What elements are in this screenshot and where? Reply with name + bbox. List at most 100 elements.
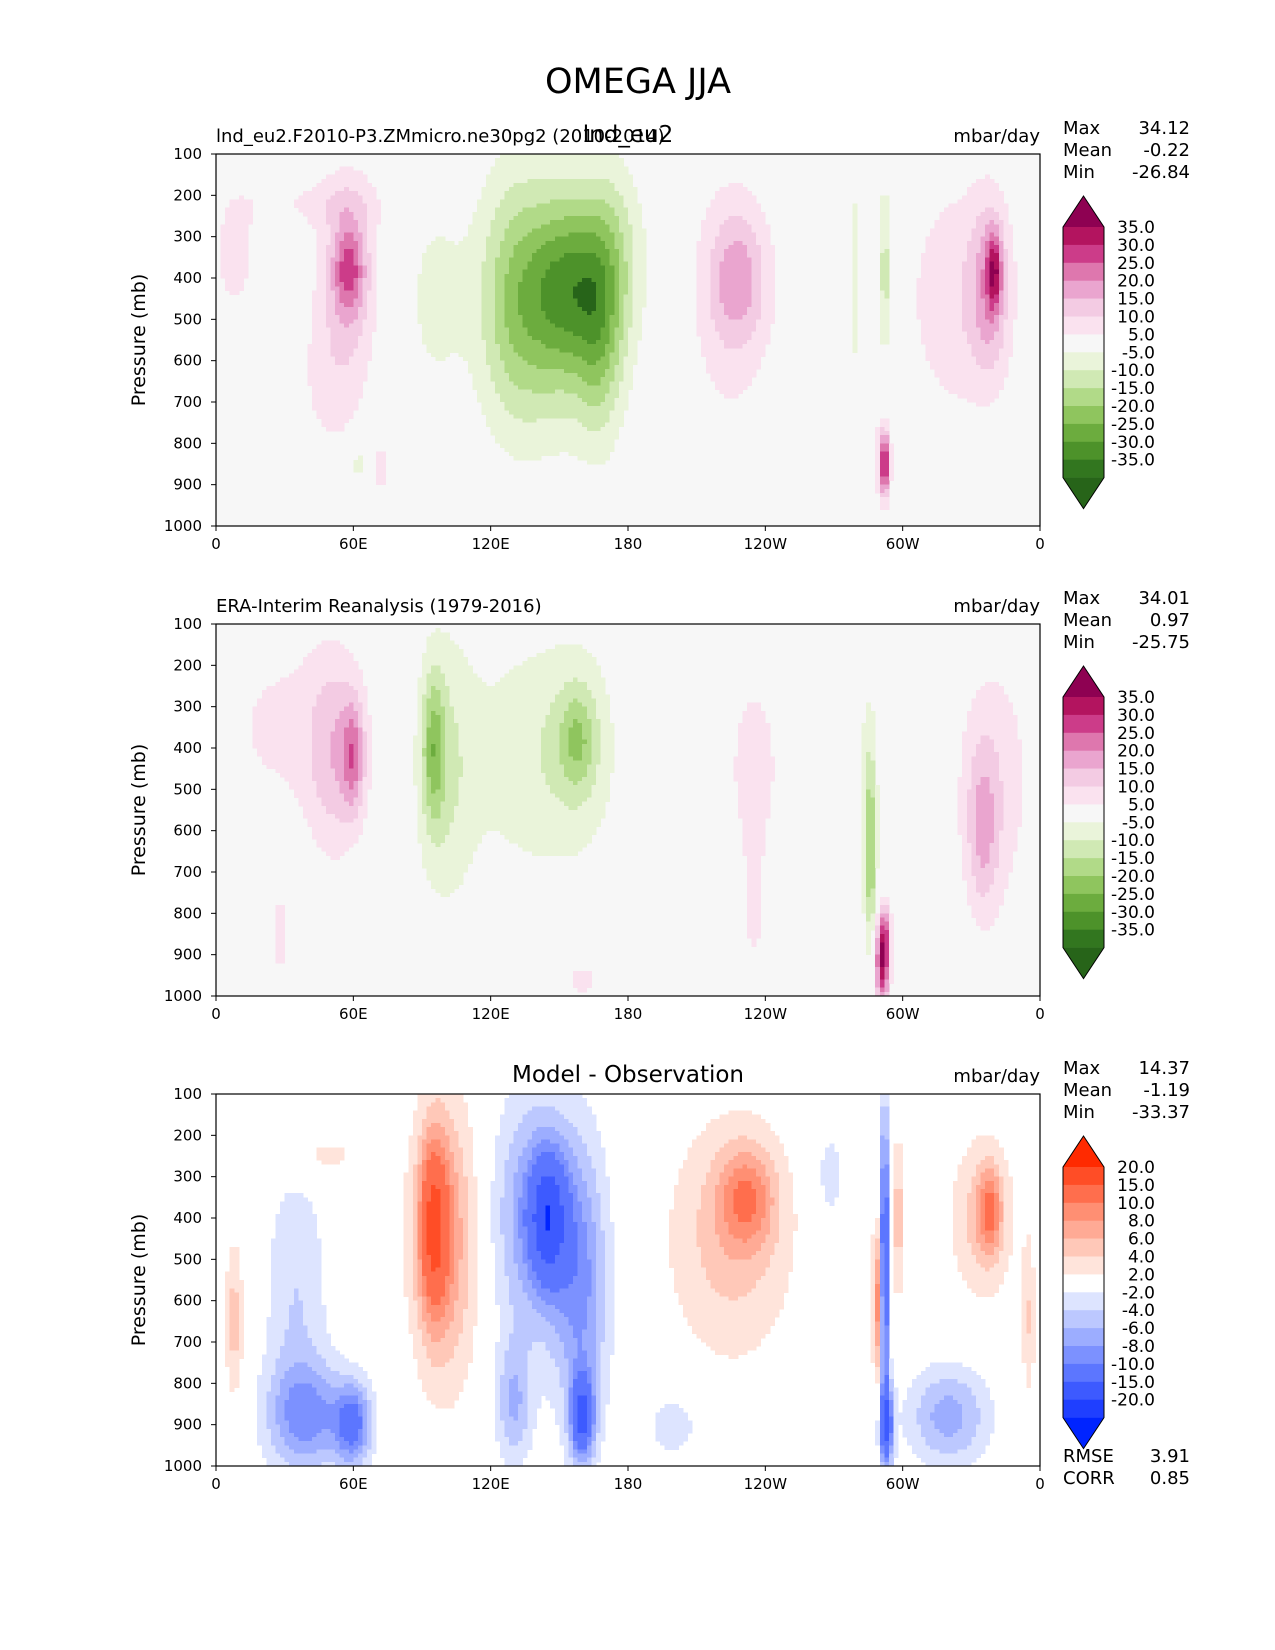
field-cell bbox=[609, 228, 620, 233]
field-cell bbox=[417, 1180, 423, 1186]
field-cell bbox=[975, 822, 995, 827]
field-cell bbox=[426, 1127, 446, 1132]
field-cell bbox=[357, 727, 363, 732]
field-cell bbox=[563, 1424, 569, 1430]
field-cell bbox=[852, 265, 858, 271]
field-cell bbox=[563, 772, 588, 778]
field-cell bbox=[353, 468, 363, 473]
field-cell bbox=[888, 451, 894, 457]
field-cell bbox=[440, 694, 450, 699]
field-cell bbox=[971, 1139, 1000, 1144]
field-cell bbox=[884, 1404, 890, 1409]
field-cell bbox=[335, 814, 359, 819]
field-cell bbox=[495, 1135, 514, 1140]
field-cell bbox=[444, 760, 464, 765]
field-cell bbox=[518, 302, 542, 308]
field-cell bbox=[1007, 257, 1013, 262]
field-cell bbox=[513, 1313, 542, 1318]
field-cell bbox=[714, 1209, 725, 1215]
field-cell bbox=[367, 236, 377, 242]
field-cell bbox=[696, 240, 716, 246]
field-cell bbox=[261, 1366, 276, 1372]
stat-value: 0.97 bbox=[1150, 610, 1190, 631]
field-cell bbox=[417, 1209, 423, 1215]
field-cell bbox=[975, 690, 1004, 695]
field-cell bbox=[426, 1346, 455, 1351]
field-cell bbox=[527, 1110, 560, 1116]
field-cell bbox=[463, 768, 542, 774]
field-cell bbox=[595, 1296, 606, 1302]
field-cell bbox=[870, 1304, 876, 1310]
field-cell bbox=[467, 1238, 478, 1244]
field-cell bbox=[989, 244, 1000, 250]
field-cell bbox=[280, 1350, 318, 1355]
field-cell bbox=[458, 731, 542, 736]
field-cell bbox=[1003, 278, 1009, 283]
field-cell bbox=[614, 327, 624, 333]
field-cell bbox=[632, 323, 643, 328]
field-cell bbox=[962, 327, 981, 333]
field-cell bbox=[591, 743, 601, 749]
field-cell bbox=[330, 735, 345, 741]
colorbar-level-label: -10.0 bbox=[1111, 361, 1155, 381]
field-cell bbox=[975, 1222, 981, 1227]
field-cell bbox=[444, 1106, 469, 1111]
field-cell bbox=[747, 934, 762, 939]
field-cell bbox=[893, 1189, 904, 1194]
field-cell bbox=[559, 1288, 592, 1293]
field-cell bbox=[998, 211, 1009, 217]
field-cell bbox=[422, 1234, 427, 1240]
field-cell bbox=[412, 1127, 423, 1132]
field-cell bbox=[426, 822, 450, 827]
field-cell bbox=[513, 1242, 524, 1248]
field-cell bbox=[696, 257, 711, 262]
field-cell bbox=[371, 278, 377, 283]
field-cell bbox=[866, 789, 872, 794]
field-cell bbox=[994, 797, 1004, 803]
field-cell bbox=[623, 331, 629, 337]
field-cell bbox=[495, 1168, 505, 1173]
field-cell bbox=[568, 1387, 574, 1392]
field-cell bbox=[980, 1176, 1000, 1182]
field-cell bbox=[623, 232, 633, 238]
field-cell bbox=[367, 311, 377, 316]
field-cell bbox=[573, 1147, 588, 1153]
field-cell bbox=[696, 311, 711, 316]
field-cell bbox=[270, 1304, 290, 1310]
field-cell bbox=[513, 1135, 533, 1140]
field-cell bbox=[321, 418, 350, 424]
field-cell bbox=[994, 880, 1009, 885]
field-cell bbox=[875, 1267, 881, 1273]
field-cell bbox=[600, 381, 611, 386]
field-cell bbox=[403, 1263, 414, 1268]
field-cell bbox=[962, 851, 972, 856]
field-cell bbox=[316, 286, 327, 291]
field-cell bbox=[884, 1420, 890, 1426]
field-cell bbox=[595, 1358, 601, 1364]
field-cell bbox=[518, 1271, 528, 1277]
field-cell bbox=[966, 1151, 1004, 1157]
field-cell bbox=[463, 1222, 469, 1227]
field-cell bbox=[266, 1342, 286, 1347]
field-cell bbox=[266, 1346, 281, 1351]
field-cell bbox=[747, 863, 762, 869]
field-cell bbox=[312, 764, 331, 770]
field-cell bbox=[348, 702, 354, 708]
field-cell bbox=[362, 1420, 368, 1426]
field-cell bbox=[879, 261, 890, 266]
field-cell bbox=[737, 789, 771, 794]
field-cell bbox=[458, 1135, 473, 1140]
field-cell bbox=[362, 282, 373, 287]
field-cell bbox=[756, 1201, 766, 1206]
field-cell bbox=[275, 938, 286, 943]
field-cell bbox=[985, 306, 991, 312]
field-cell bbox=[573, 1391, 592, 1397]
field-cell bbox=[504, 364, 537, 370]
field-cell bbox=[975, 286, 981, 291]
field-cell bbox=[1003, 810, 1023, 815]
field-cell bbox=[628, 344, 638, 349]
field-cell bbox=[577, 1197, 592, 1202]
field-cell bbox=[344, 207, 350, 213]
field-cell bbox=[879, 1197, 885, 1202]
field-cell bbox=[376, 468, 386, 473]
